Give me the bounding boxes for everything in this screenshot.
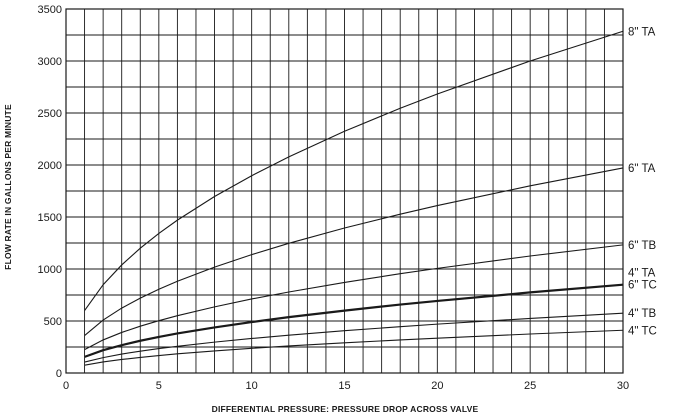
series-line [84, 284, 624, 358]
x-tick-label: 0 [63, 380, 69, 392]
y-tick-label: 3500 [38, 4, 62, 16]
series-label: 6" TC [628, 280, 657, 292]
series-line [84, 30, 624, 311]
x-tick-label: 5 [156, 380, 162, 392]
series-line [84, 312, 624, 363]
series-line [84, 244, 624, 351]
x-tick-label: 20 [431, 380, 443, 392]
series-label: 4" TB [628, 308, 656, 320]
series-line [84, 329, 624, 366]
y-tick-label: 3000 [38, 56, 62, 68]
y-axis-title: FLOW RATE IN GALLONS PER MINUTE [3, 104, 13, 270]
x-tick-label: 15 [338, 380, 350, 392]
y-tick-label: 2500 [38, 108, 62, 120]
y-tick-label: 1500 [38, 212, 62, 224]
x-tick-label: 10 [246, 380, 258, 392]
plot-frame [65, 8, 624, 374]
series-labels: 8" TA 6" TA 6" TB 4" TA6" TC 4" TB 4" TC [628, 26, 657, 337]
series-label: 6" TB [628, 240, 656, 252]
series-lines [84, 30, 624, 366]
x-tick-label: 30 [617, 380, 629, 392]
series-label: 8" TA [628, 26, 656, 38]
x-axis-title: DIFFERENTIAL PRESSURE: PRESSURE DROP ACR… [212, 404, 479, 414]
series-label: 4" TA [628, 268, 656, 280]
y-tick-label: 500 [44, 316, 62, 328]
y-tick-label: 0 [56, 368, 62, 380]
series-label: 4" TC [628, 325, 657, 337]
y-tick-label: 2000 [38, 160, 62, 172]
y-tick-label: 1000 [38, 264, 62, 276]
series-label: 6" TA [628, 163, 656, 175]
x-tick-labels: 0 5 10 15 20 25 30 [63, 380, 629, 392]
series-line [84, 167, 624, 336]
y-tick-labels: 0 500 1000 1500 2000 2500 3000 3500 [38, 4, 62, 380]
x-tick-label: 25 [524, 380, 536, 392]
